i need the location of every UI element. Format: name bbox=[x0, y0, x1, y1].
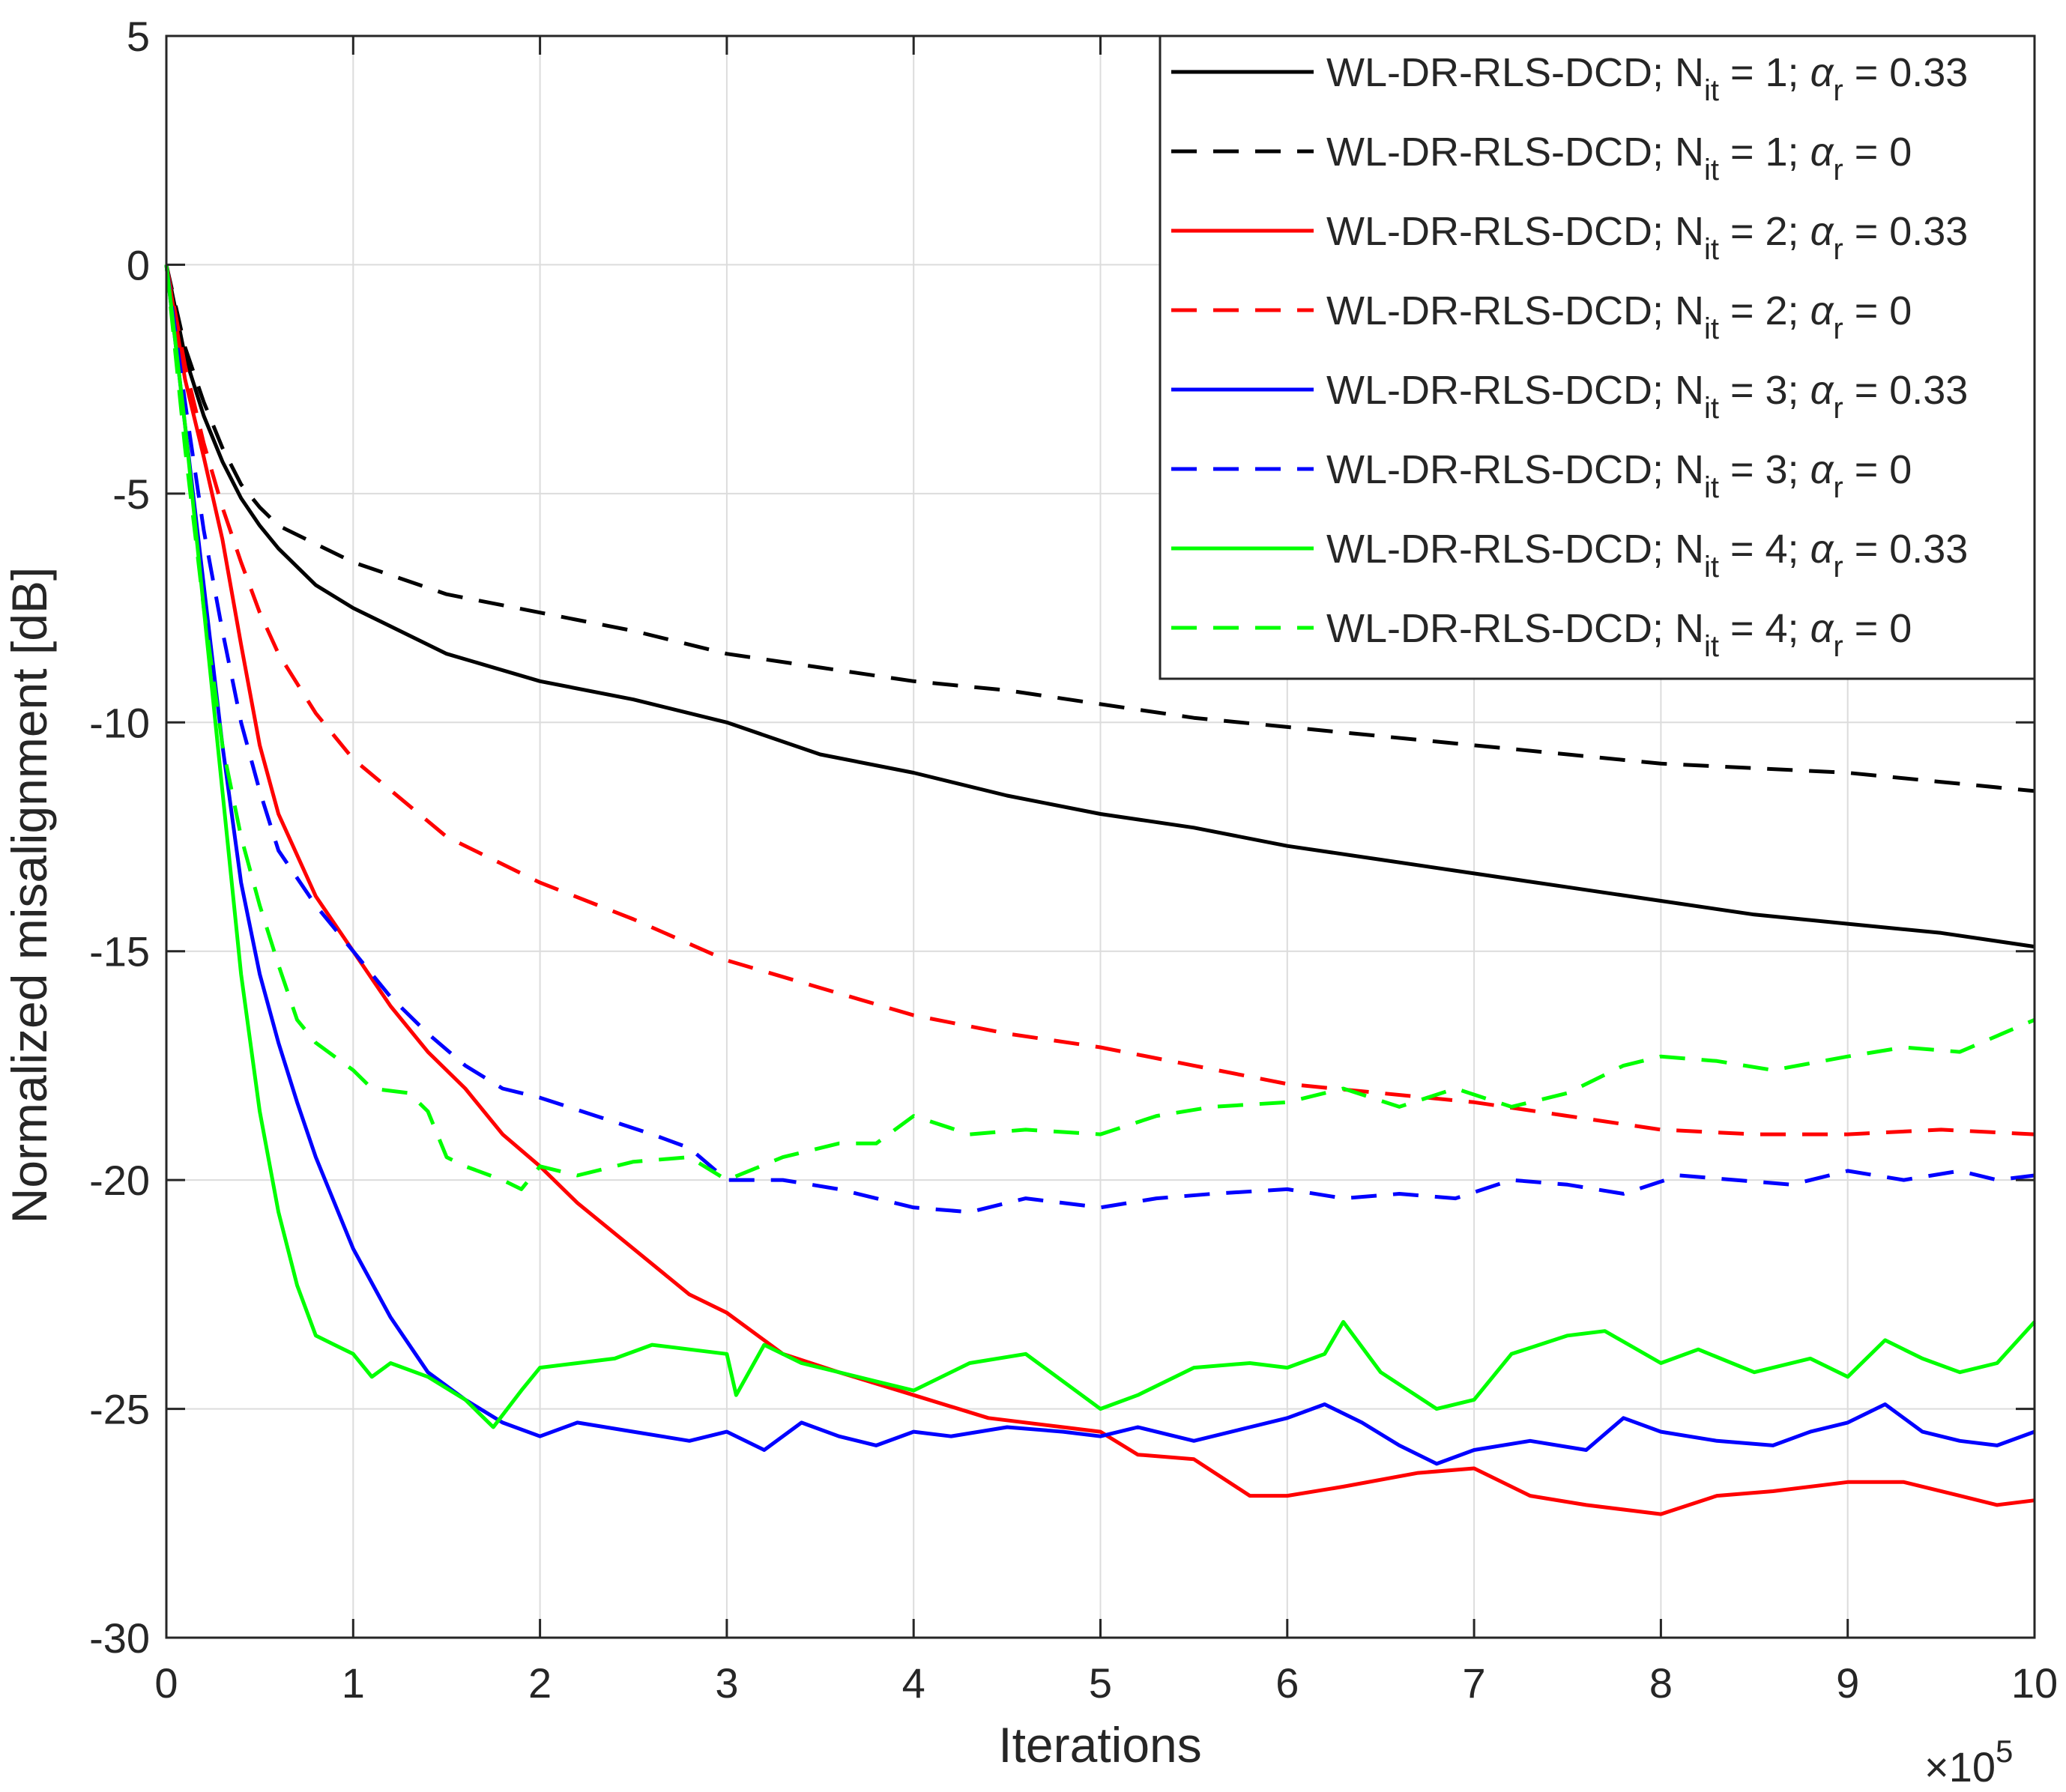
x-tick-label: 2 bbox=[528, 1659, 552, 1707]
y-tick-label: 0 bbox=[127, 241, 150, 288]
legend-label-part: WL-DR-RLS-DCD; N bbox=[1326, 130, 1704, 175]
x-tick-label: 10 bbox=[2011, 1659, 2058, 1707]
series-lines bbox=[164, 264, 2036, 1516]
legend-label-part: WL-DR-RLS-DCD; N bbox=[1326, 288, 1704, 333]
legend-label-part: α bbox=[1810, 606, 1835, 651]
legend-label-part: = 4; bbox=[1719, 527, 1810, 572]
x-tick-label: 9 bbox=[1836, 1659, 1859, 1707]
legend-label-part: α bbox=[1810, 447, 1835, 492]
legend-label-part: it bbox=[1704, 471, 1719, 504]
legend-label-part: r bbox=[1833, 154, 1843, 187]
legend-label: WL-DR-RLS-DCD; Nit = 4; αr = 0 bbox=[1326, 606, 1912, 663]
legend-label: WL-DR-RLS-DCD; Nit = 2; αr = 0 bbox=[1326, 288, 1912, 345]
legend-items: WL-DR-RLS-DCD; Nit = 1; αr = 0.33WL-DR-R… bbox=[1171, 50, 1968, 663]
y-tick-label: -25 bbox=[89, 1386, 150, 1433]
legend-label-part: WL-DR-RLS-DCD; N bbox=[1326, 368, 1704, 413]
legend-label-part: r bbox=[1833, 551, 1843, 584]
legend-label-part: α bbox=[1810, 288, 1835, 333]
legend-label-part: r bbox=[1833, 392, 1843, 425]
legend-label: WL-DR-RLS-DCD; Nit = 1; αr = 0 bbox=[1326, 130, 1912, 187]
legend-label-part: = 3; bbox=[1719, 447, 1810, 492]
legend-label-part: WL-DR-RLS-DCD; N bbox=[1326, 606, 1704, 651]
legend-label-part: α bbox=[1810, 130, 1835, 175]
x-tick-label: 7 bbox=[1463, 1659, 1486, 1707]
x-tick-label: 8 bbox=[1649, 1659, 1673, 1707]
legend-label-part: WL-DR-RLS-DCD; N bbox=[1326, 527, 1704, 572]
legend-label-part: r bbox=[1833, 233, 1843, 266]
legend-label-part: it bbox=[1704, 392, 1719, 425]
legend: WL-DR-RLS-DCD; Nit = 1; αr = 0.33WL-DR-R… bbox=[1159, 34, 2036, 680]
series-line bbox=[164, 264, 2035, 1136]
legend-label-part: = 1; bbox=[1719, 130, 1810, 175]
legend-label-part: = 3; bbox=[1719, 368, 1810, 413]
legend-label-part: α bbox=[1810, 527, 1835, 572]
legend-label-part: WL-DR-RLS-DCD; N bbox=[1326, 50, 1704, 95]
series-line bbox=[164, 264, 2035, 949]
y-tick-label: -15 bbox=[89, 928, 150, 975]
legend-label-part: = 4; bbox=[1719, 606, 1810, 651]
series-line bbox=[164, 264, 2035, 1214]
legend-label-part: = 0.33 bbox=[1843, 50, 1969, 95]
legend-label-part: = 1; bbox=[1719, 50, 1810, 95]
y-tick-label: -10 bbox=[89, 699, 150, 746]
legend-label-part: it bbox=[1704, 154, 1719, 187]
x-axis-label: Iterations bbox=[998, 1717, 1201, 1773]
y-axis-label: Normalized misalignment [dB] bbox=[1, 567, 57, 1224]
legend-label-part: = 0.33 bbox=[1843, 368, 1969, 413]
legend-label-part: = 0 bbox=[1843, 447, 1912, 492]
x-tick-label: 3 bbox=[715, 1659, 738, 1707]
x-exponent-base: ×10 bbox=[1924, 1743, 1996, 1788]
series-line bbox=[164, 264, 2035, 1191]
x-tick-label: 5 bbox=[1089, 1659, 1112, 1707]
legend-label-part: WL-DR-RLS-DCD; N bbox=[1326, 447, 1704, 492]
legend-label-part: = 2; bbox=[1719, 288, 1810, 333]
x-tick-label: 0 bbox=[154, 1659, 178, 1707]
y-tick-label: -30 bbox=[89, 1614, 150, 1662]
legend-label-part: it bbox=[1704, 312, 1719, 345]
legend-label: WL-DR-RLS-DCD; Nit = 3; αr = 0.33 bbox=[1326, 368, 1968, 425]
y-tick-label: -5 bbox=[112, 470, 150, 518]
legend-label-part: it bbox=[1704, 233, 1719, 266]
legend-label-part: = 2; bbox=[1719, 209, 1810, 254]
legend-label-part: r bbox=[1833, 74, 1843, 107]
legend-label-part: r bbox=[1833, 471, 1843, 504]
series-line bbox=[164, 264, 2035, 1516]
legend-label-part: α bbox=[1810, 368, 1835, 413]
legend-label: WL-DR-RLS-DCD; Nit = 3; αr = 0 bbox=[1326, 447, 1912, 504]
series-line bbox=[164, 264, 2035, 793]
legend-label-part: = 0 bbox=[1843, 288, 1912, 333]
y-tick-label: -20 bbox=[89, 1157, 150, 1204]
x-tick-labels: 0 1 2 3 4 5 6 7 8 9 10 bbox=[154, 1659, 2058, 1707]
legend-label-part: r bbox=[1833, 630, 1843, 663]
legend-label-part: = 0 bbox=[1843, 606, 1912, 651]
legend-label-part: α bbox=[1810, 50, 1835, 95]
legend-label: WL-DR-RLS-DCD; Nit = 2; αr = 0.33 bbox=[1326, 209, 1968, 266]
x-exponent-power: 5 bbox=[1996, 1734, 2013, 1769]
series-line bbox=[164, 264, 2036, 1429]
legend-label: WL-DR-RLS-DCD; Nit = 1; αr = 0.33 bbox=[1326, 50, 1968, 107]
legend-label-part: r bbox=[1833, 312, 1843, 345]
legend-label-part: = 0 bbox=[1843, 130, 1912, 175]
legend-label-part: WL-DR-RLS-DCD; N bbox=[1326, 209, 1704, 254]
x-exponent-label: ×105 bbox=[1924, 1734, 2013, 1788]
x-tick-label: 4 bbox=[902, 1659, 925, 1707]
series-line bbox=[164, 264, 2035, 1466]
legend-label-part: it bbox=[1704, 551, 1719, 584]
legend-label: WL-DR-RLS-DCD; Nit = 4; αr = 0.33 bbox=[1326, 527, 1968, 584]
x-tick-label: 1 bbox=[342, 1659, 365, 1707]
legend-box bbox=[1159, 34, 2036, 680]
legend-label-part: = 0.33 bbox=[1843, 527, 1969, 572]
legend-label-part: = 0.33 bbox=[1843, 209, 1969, 254]
y-tick-label: 5 bbox=[127, 13, 150, 60]
legend-label-part: it bbox=[1704, 74, 1719, 107]
x-tick-label: 6 bbox=[1275, 1659, 1299, 1707]
legend-label-part: it bbox=[1704, 630, 1719, 663]
legend-label-part: α bbox=[1810, 209, 1835, 254]
y-tick-labels: 5 0 -5 -10 -15 -20 -25 -30 bbox=[89, 13, 150, 1662]
